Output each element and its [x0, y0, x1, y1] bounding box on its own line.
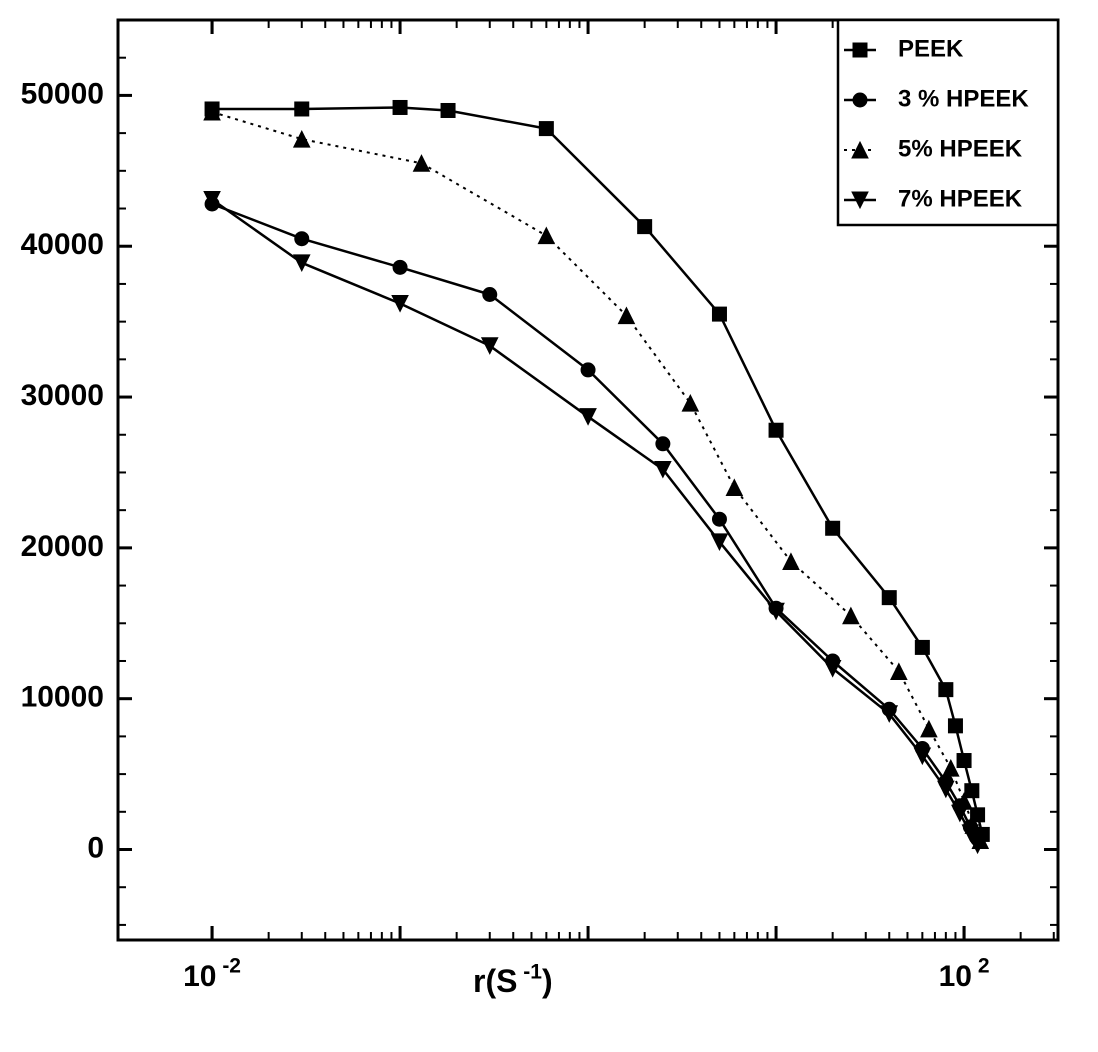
svg-text:0: 0 [87, 831, 104, 864]
svg-text:30000: 30000 [21, 379, 104, 412]
svg-text:3 % HPEEK: 3 % HPEEK [898, 85, 1029, 112]
svg-text:PEEK: PEEK [898, 35, 964, 62]
svg-text:7% HPEEK: 7% HPEEK [898, 185, 1023, 212]
svg-text:10000: 10000 [21, 681, 104, 714]
rheology-chart: 0100002000030000400005000010 -210 2r(S -… [0, 0, 1098, 1052]
svg-text:5% HPEEK: 5% HPEEK [898, 135, 1023, 162]
chart-container: 0100002000030000400005000010 -210 2r(S -… [0, 0, 1098, 1052]
svg-text:50000: 50000 [21, 77, 104, 110]
svg-text:40000: 40000 [21, 228, 104, 261]
svg-text:20000: 20000 [21, 530, 104, 563]
